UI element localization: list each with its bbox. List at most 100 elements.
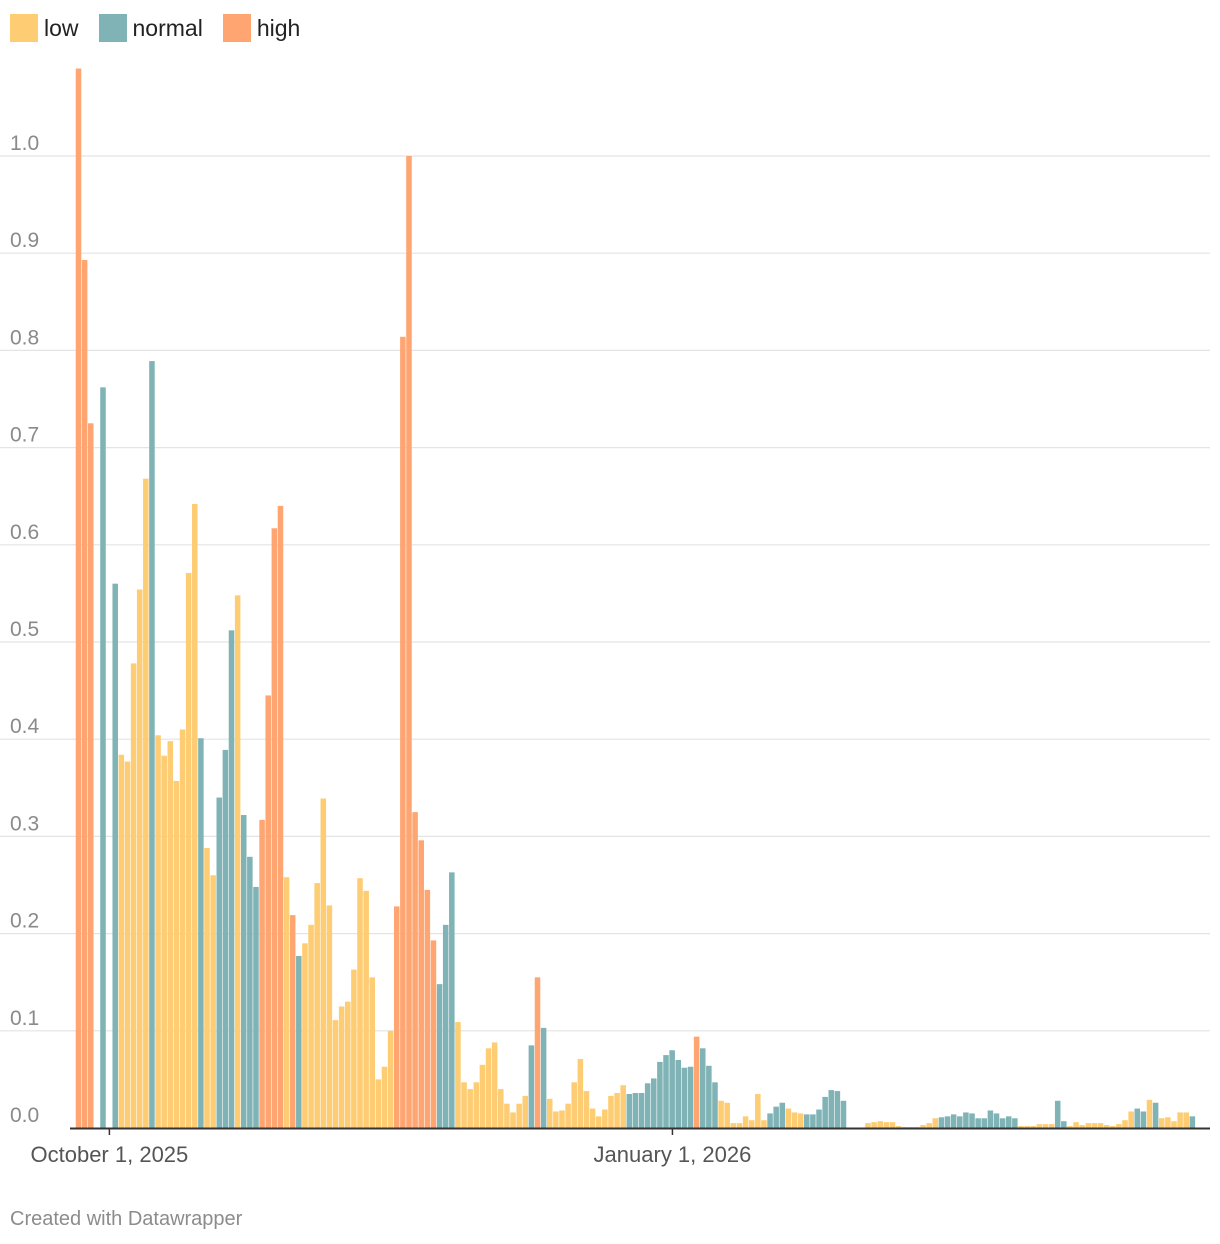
bar-low[interactable] xyxy=(791,1112,798,1128)
bar-low[interactable] xyxy=(173,781,180,1128)
bar-normal[interactable] xyxy=(804,1114,810,1128)
bar-normal[interactable] xyxy=(1134,1108,1141,1128)
bar-low[interactable] xyxy=(1067,1126,1073,1128)
bar-normal[interactable] xyxy=(626,1093,633,1128)
bar-high[interactable] xyxy=(259,819,265,1128)
bar-low[interactable] xyxy=(381,1066,388,1128)
bar-low[interactable] xyxy=(375,1079,382,1128)
bar-low[interactable] xyxy=(345,1001,351,1128)
bar-low[interactable] xyxy=(498,1089,504,1128)
bar-low[interactable] xyxy=(730,1123,737,1128)
bar-normal[interactable] xyxy=(540,1027,547,1128)
bar-normal[interactable] xyxy=(816,1109,822,1128)
bar-low[interactable] xyxy=(565,1103,571,1128)
bar-low[interactable] xyxy=(553,1111,559,1128)
bar-normal[interactable] xyxy=(222,749,229,1128)
bar-low[interactable] xyxy=(510,1112,516,1128)
bar-normal[interactable] xyxy=(969,1113,975,1128)
legend-item-low[interactable]: low xyxy=(10,14,79,42)
bar-low[interactable] xyxy=(602,1109,608,1128)
bar-high[interactable] xyxy=(265,695,271,1128)
bar-normal[interactable] xyxy=(296,955,302,1128)
bar-normal[interactable] xyxy=(828,1090,835,1128)
bar-low[interactable] xyxy=(559,1110,565,1129)
bar-low[interactable] xyxy=(473,1082,480,1128)
bar-low[interactable] xyxy=(332,1020,339,1128)
bar-normal[interactable] xyxy=(993,1113,1000,1128)
bar-normal[interactable] xyxy=(436,984,443,1128)
bar-low[interactable] xyxy=(363,890,369,1128)
bar-low[interactable] xyxy=(871,1122,877,1128)
bar-low[interactable] xyxy=(308,924,314,1128)
bar-high[interactable] xyxy=(277,505,284,1128)
bar-low[interactable] xyxy=(124,761,131,1128)
bar-low[interactable] xyxy=(338,1006,345,1129)
bar-low[interactable] xyxy=(1018,1126,1024,1128)
bar-low[interactable] xyxy=(755,1093,761,1128)
bar-low[interactable] xyxy=(761,1120,767,1128)
bar-normal[interactable] xyxy=(240,815,247,1128)
bar-low[interactable] xyxy=(1042,1124,1049,1128)
bar-low[interactable] xyxy=(320,798,327,1128)
bar-high[interactable] xyxy=(406,156,412,1128)
bar-normal[interactable] xyxy=(681,1067,688,1128)
bar-normal[interactable] xyxy=(999,1118,1006,1128)
bar-low[interactable] xyxy=(1122,1120,1128,1128)
bar-low[interactable] xyxy=(167,741,174,1128)
bar-normal[interactable] xyxy=(1012,1118,1018,1128)
bar-low[interactable] xyxy=(620,1085,626,1128)
bar-normal[interactable] xyxy=(975,1118,981,1128)
bar-low[interactable] xyxy=(1097,1123,1104,1128)
bar-low[interactable] xyxy=(326,905,333,1128)
bar-normal[interactable] xyxy=(1189,1116,1196,1128)
bar-low[interactable] xyxy=(589,1108,596,1128)
bar-high[interactable] xyxy=(81,260,88,1128)
bar-low[interactable] xyxy=(491,1042,498,1128)
bar-low[interactable] xyxy=(1036,1124,1043,1128)
bar-low[interactable] xyxy=(614,1093,620,1128)
bar-normal[interactable] xyxy=(253,886,259,1128)
bar-low[interactable] xyxy=(118,754,125,1128)
bar-high[interactable] xyxy=(412,812,418,1128)
bar-high[interactable] xyxy=(424,889,431,1128)
bar-low[interactable] xyxy=(1079,1125,1085,1128)
bar-low[interactable] xyxy=(1171,1121,1177,1128)
bar-low[interactable] xyxy=(1128,1111,1134,1128)
bar-normal[interactable] xyxy=(528,1045,535,1128)
bar-normal[interactable] xyxy=(632,1093,639,1128)
bar-normal[interactable] xyxy=(198,738,204,1128)
bar-normal[interactable] xyxy=(699,1048,706,1128)
bar-low[interactable] xyxy=(1165,1117,1171,1128)
bar-low[interactable] xyxy=(351,969,357,1128)
bar-low[interactable] xyxy=(724,1102,730,1128)
bar-low[interactable] xyxy=(748,1120,755,1128)
bar-low[interactable] xyxy=(179,729,186,1128)
bar-normal[interactable] xyxy=(644,1083,651,1128)
bar-high[interactable] xyxy=(271,528,278,1128)
bar-low[interactable] xyxy=(1146,1099,1153,1128)
bar-low[interactable] xyxy=(387,1030,394,1128)
bar-low[interactable] xyxy=(516,1103,522,1128)
bar-normal[interactable] xyxy=(840,1100,847,1128)
bar-low[interactable] xyxy=(883,1122,890,1128)
bar-low[interactable] xyxy=(895,1126,902,1128)
bar-high[interactable] xyxy=(430,940,437,1128)
bar-high[interactable] xyxy=(87,423,94,1128)
bar-normal[interactable] xyxy=(449,872,455,1128)
bar-normal[interactable] xyxy=(675,1059,682,1128)
bar-normal[interactable] xyxy=(228,630,235,1128)
bar-normal[interactable] xyxy=(706,1065,712,1128)
bar-low[interactable] xyxy=(369,977,376,1128)
bar-normal[interactable] xyxy=(981,1118,988,1128)
bar-low[interactable] xyxy=(1073,1122,1079,1128)
bar-low[interactable] xyxy=(608,1095,614,1128)
bar-low[interactable] xyxy=(504,1103,510,1128)
bar-high[interactable] xyxy=(534,977,541,1128)
bar-normal[interactable] xyxy=(247,856,253,1128)
bar-low[interactable] xyxy=(136,589,143,1128)
bar-high[interactable] xyxy=(693,1036,700,1128)
bar-low[interactable] xyxy=(130,663,137,1128)
bar-low[interactable] xyxy=(1091,1123,1098,1128)
bar-normal[interactable] xyxy=(1061,1121,1067,1128)
bar-normal[interactable] xyxy=(944,1116,951,1128)
